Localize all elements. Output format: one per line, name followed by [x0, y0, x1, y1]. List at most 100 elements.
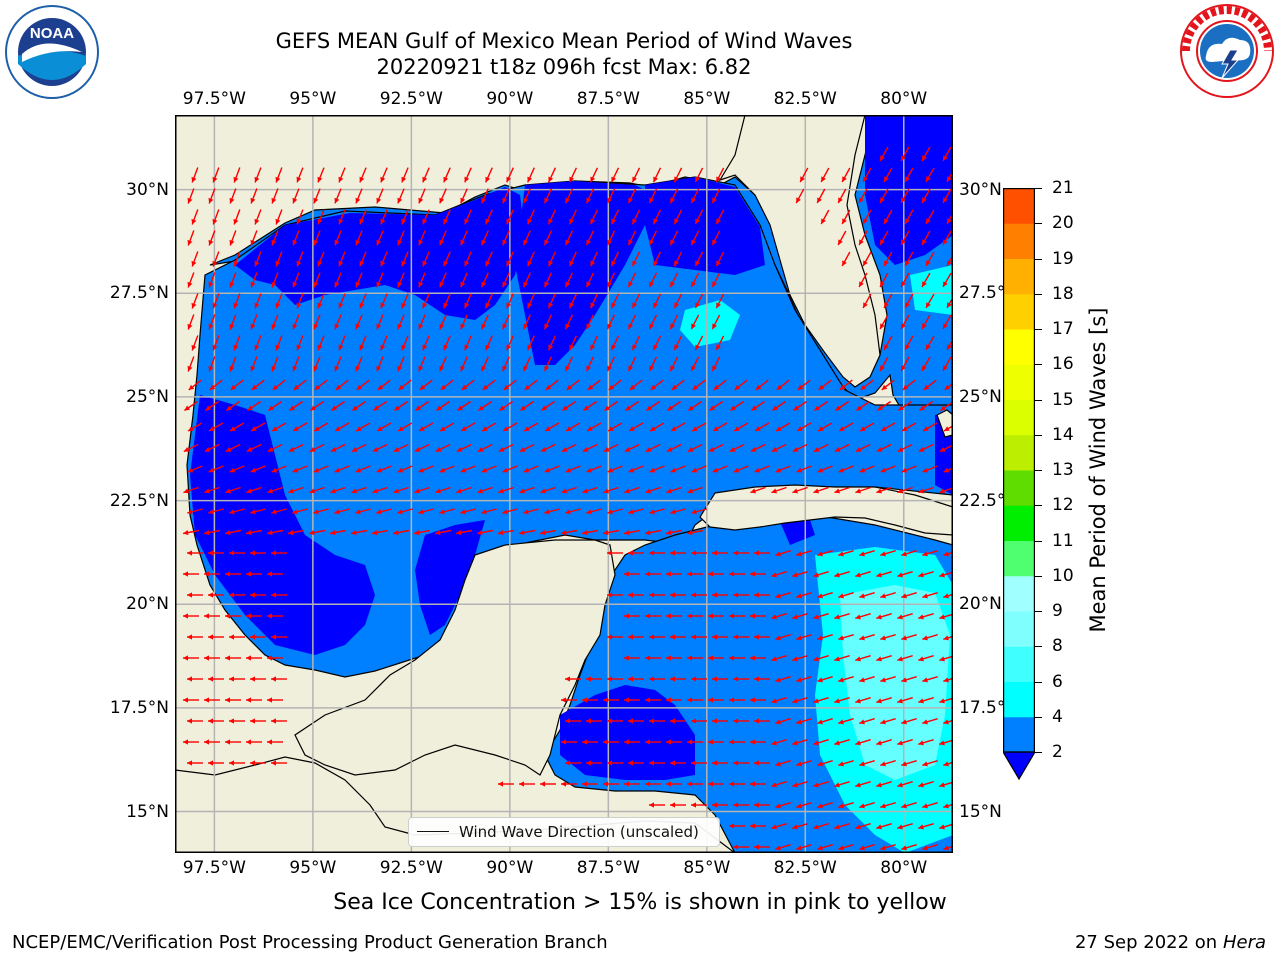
wave-arrow — [543, 356, 553, 372]
wave-arrow — [922, 592, 938, 599]
wave-arrow — [922, 676, 938, 683]
wave-arrow — [440, 379, 454, 391]
wave-arrow — [690, 230, 700, 246]
wave-arrow — [338, 251, 346, 267]
wave-arrow — [502, 230, 510, 246]
wave-arrow — [485, 167, 493, 183]
wave-arrow — [838, 802, 854, 809]
wave-arrow — [481, 356, 489, 372]
wave-arrow — [817, 718, 833, 725]
wave-arrow — [334, 356, 342, 372]
wave-arrow — [329, 529, 347, 536]
wave-arrow — [813, 486, 829, 494]
wave-arrow — [946, 296, 953, 309]
wave-arrow — [880, 592, 896, 599]
colorbar-tick-mark — [1035, 399, 1042, 401]
wave-arrow — [880, 802, 896, 809]
wave-arrow — [439, 465, 455, 473]
wave-arrow — [922, 634, 938, 641]
wave-arrow — [506, 335, 514, 351]
wave-direction-arrows — [182, 146, 953, 851]
wave-arrow — [334, 188, 342, 204]
wave-arrow — [631, 209, 641, 225]
colorbar-tick-label-1: 4 — [1052, 706, 1063, 727]
wave-arrow — [856, 400, 870, 412]
nws-logo — [1178, 2, 1276, 100]
wave-arrow — [289, 400, 303, 412]
legend-line-swatch — [417, 831, 449, 832]
wave-arrow — [943, 593, 953, 599]
wave-arrow — [498, 486, 514, 494]
wave-arrow — [292, 356, 300, 372]
wave-arrow — [565, 718, 581, 724]
wave-arrow — [943, 425, 953, 432]
wave-arrow — [942, 272, 952, 288]
wave-arrow — [729, 697, 745, 703]
wave-arrow — [376, 272, 384, 288]
colorbar-tick-label-12: 17 — [1052, 319, 1074, 339]
wave-arrow — [518, 529, 536, 536]
wave-arrow — [246, 613, 262, 619]
wave-arrow — [476, 529, 494, 536]
wave-arrow — [313, 465, 329, 473]
wave-arrow — [313, 508, 329, 515]
wave-arrow — [204, 613, 220, 619]
wave-arrow — [334, 508, 350, 515]
wave-arrow — [880, 676, 896, 683]
colorbar-tick-label-3: 8 — [1052, 636, 1063, 657]
lon-tick-top-6: 82.5°W — [773, 89, 837, 109]
wave-arrow — [224, 529, 242, 536]
wave-arrow — [317, 209, 325, 225]
wave-arrow — [918, 613, 934, 620]
wave-arrow — [523, 272, 531, 288]
wave-arrow — [666, 571, 682, 577]
wave-arrow — [652, 335, 662, 351]
wave-arrow — [376, 188, 384, 204]
wave-arrow — [648, 356, 658, 372]
wave-arrow — [204, 697, 220, 703]
wave-arrow — [712, 718, 728, 724]
wave-arrow — [631, 251, 641, 267]
colorbar-segment-5 — [1003, 540, 1035, 577]
wave-arrow — [541, 400, 555, 412]
wave-arrow — [834, 781, 850, 788]
wave-arrow — [523, 356, 531, 372]
wave-arrow — [603, 739, 619, 745]
wave-arrow — [187, 422, 203, 432]
wave-arrow — [691, 634, 707, 640]
wave-arrow — [814, 400, 828, 412]
wave-arrow — [547, 293, 557, 309]
wave-arrow — [250, 188, 258, 204]
wave-arrow — [268, 400, 282, 412]
wave-arrow — [730, 400, 744, 412]
wave-arrow — [498, 781, 514, 787]
wave-arrow — [376, 314, 384, 330]
wave-arrow — [568, 335, 578, 351]
wave-arrow — [380, 251, 388, 267]
wave-arrow — [233, 335, 241, 351]
wave-arrow — [275, 251, 283, 267]
footer-right: 27 Sep 2022 on Hera — [1075, 932, 1266, 953]
footer-on: on — [1194, 932, 1218, 953]
wave-arrow — [271, 188, 279, 204]
wave-arrow — [351, 486, 367, 494]
wave-arrow — [187, 760, 203, 766]
wave-arrow — [750, 613, 766, 619]
wave-arrow — [694, 209, 704, 225]
wave-arrow — [817, 592, 833, 599]
wave-arrow — [897, 823, 913, 830]
wave-arrow — [796, 634, 812, 641]
wave-arrow — [645, 697, 661, 703]
wave-arrow — [439, 314, 447, 330]
wave-arrow — [187, 272, 195, 288]
wave-arrow — [275, 209, 283, 225]
wave-arrow — [539, 529, 557, 536]
wave-arrow — [754, 802, 770, 808]
wave-arrow — [750, 571, 766, 577]
wave-arrow — [750, 781, 766, 787]
wave-arrow — [607, 592, 623, 598]
wave-arrow — [771, 486, 787, 494]
wave-arrow — [922, 550, 938, 557]
wave-arrow — [422, 251, 430, 267]
wave-arrow — [876, 823, 892, 830]
